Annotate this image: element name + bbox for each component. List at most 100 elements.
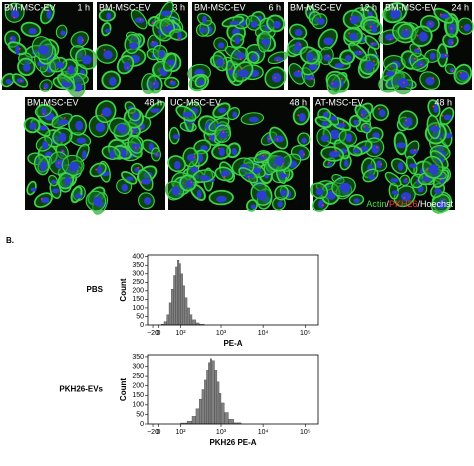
nucleus <box>315 188 324 196</box>
vesicle <box>137 166 140 169</box>
histogram-bar <box>198 398 203 425</box>
nucleus <box>436 200 446 209</box>
nucleus <box>58 119 69 125</box>
vesicle <box>268 137 270 140</box>
micrograph: BM-MSC-EV 6 h <box>187 2 289 92</box>
nucleus <box>367 174 376 180</box>
x-tick-label: 10⁵ <box>300 429 311 436</box>
legend-item: / <box>386 199 389 209</box>
time-label: 3 h <box>172 2 185 12</box>
micrograph: BM-MSC-EV 24 h <box>378 2 474 95</box>
histogram-bar <box>175 266 178 326</box>
y-tick-label: 350 <box>132 262 144 269</box>
panel-title: UC-MSC-EV <box>170 97 221 107</box>
x-axis-label: PE-A <box>223 339 242 348</box>
time-label: 48 h <box>434 97 452 107</box>
nucleus <box>273 20 281 29</box>
vesicle <box>435 124 438 127</box>
vesicle <box>413 57 416 60</box>
vesicle <box>63 117 66 119</box>
y-tick-label: 100 <box>132 305 144 312</box>
nucleus <box>353 50 364 56</box>
nucleus <box>131 143 140 150</box>
nucleus <box>141 178 151 185</box>
nucleus <box>378 109 386 117</box>
y-tick-label: 150 <box>132 392 144 399</box>
micrograph: AT-MSC-EV 48 h <box>310 97 455 214</box>
nucleus <box>250 21 258 28</box>
histogram-bar <box>204 379 207 425</box>
nucleus <box>250 204 256 210</box>
nucleus <box>329 150 339 158</box>
nucleus <box>294 29 303 37</box>
nucleus <box>447 38 454 47</box>
nucleus <box>202 15 207 24</box>
nucleus <box>323 54 332 62</box>
nucleus <box>218 147 225 157</box>
nucleus <box>41 107 47 116</box>
nucleus <box>306 52 314 62</box>
nucleus <box>371 144 380 154</box>
histogram-bar <box>171 288 174 326</box>
vesicle <box>311 77 313 80</box>
x-tick-label: 0 <box>157 429 161 436</box>
nucleus <box>409 148 419 155</box>
vesicle <box>297 70 300 72</box>
y-tick-label: 400 <box>132 254 144 261</box>
nucleus <box>317 199 324 209</box>
nucleus <box>30 187 37 192</box>
nucleus <box>305 75 315 81</box>
row-label: PBS <box>87 285 104 294</box>
nucleus <box>220 170 230 178</box>
vesicle <box>376 146 378 149</box>
vesicle <box>100 113 103 116</box>
y-tick-label: 0 <box>140 322 144 329</box>
nucleus <box>326 162 333 167</box>
nucleus <box>75 120 83 131</box>
nucleus <box>82 150 87 160</box>
nucleus <box>371 24 378 34</box>
nucleus <box>64 176 71 185</box>
vesicle <box>276 59 279 62</box>
nucleus <box>271 72 282 83</box>
nucleus <box>232 111 238 119</box>
vesicle <box>103 49 106 52</box>
nucleus <box>345 133 353 143</box>
nucleus <box>103 50 113 60</box>
nucleus <box>81 55 92 65</box>
vesicle <box>432 77 434 80</box>
nucleus <box>217 42 225 49</box>
vesicle <box>441 114 444 117</box>
histogram-bar <box>191 416 197 425</box>
nucleus <box>418 32 428 42</box>
vesicle <box>299 43 301 46</box>
vesicle <box>10 37 13 40</box>
histogram-bar <box>216 381 220 425</box>
panel-title: BM-MSC-EV <box>194 2 246 12</box>
nucleus <box>164 25 173 32</box>
nucleus <box>123 61 131 71</box>
y-tick-label: 250 <box>132 373 144 380</box>
vesicle <box>239 58 242 61</box>
y-tick-label: 100 <box>132 402 144 409</box>
vesicle <box>444 54 447 57</box>
nucleus <box>404 117 413 127</box>
vesicle <box>152 22 154 24</box>
panel-label: B. <box>6 236 14 245</box>
nucleus <box>216 195 227 203</box>
vesicle <box>405 29 408 31</box>
vesicle <box>222 131 225 134</box>
nucleus <box>169 80 176 86</box>
nucleus <box>429 125 440 132</box>
vesicle <box>82 39 84 41</box>
nucleus <box>391 190 399 195</box>
nucleus <box>334 62 345 69</box>
y-tick-label: 200 <box>132 288 144 295</box>
vesicle <box>190 181 193 184</box>
histogram-bar <box>180 273 183 326</box>
nucleus <box>343 159 349 168</box>
nucleus <box>330 81 339 88</box>
nucleus <box>256 190 267 201</box>
panel-title: BM-MSC-EV <box>4 2 56 12</box>
nucleus <box>126 176 134 181</box>
